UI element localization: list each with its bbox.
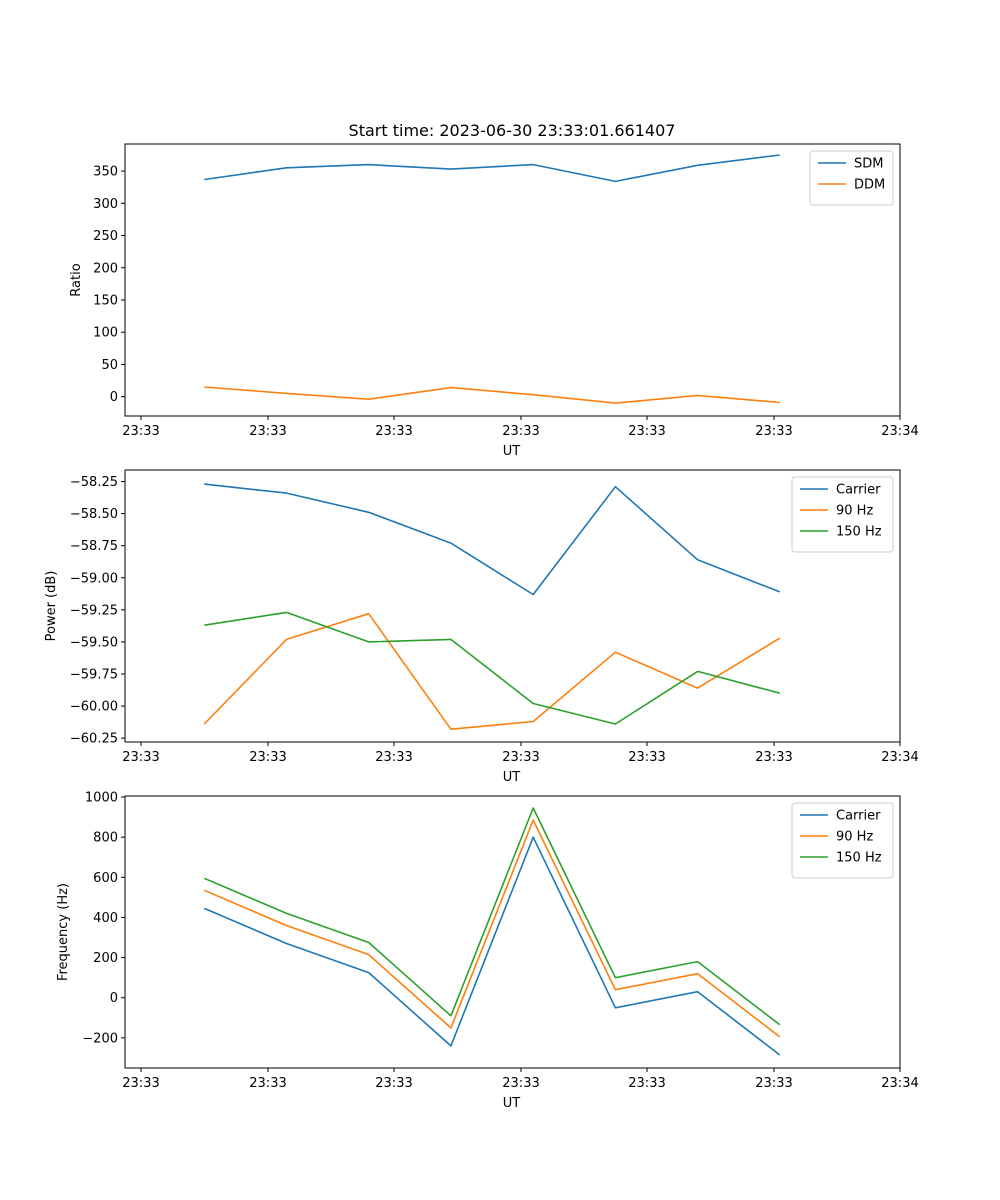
series-line-3 <box>204 611 781 725</box>
y-tick-label: 1000 <box>85 791 118 806</box>
x-axis-label: UT <box>503 770 521 785</box>
y-tick-label: −58.25 <box>70 475 118 490</box>
y-tick-label: 150 <box>93 293 118 308</box>
y-tick-label: −60.00 <box>70 700 118 715</box>
series-line-1 <box>204 483 781 596</box>
legend-label: DDM <box>854 178 885 193</box>
legend: SDM DDM <box>809 150 894 206</box>
y-axis-label: Ratio <box>69 263 84 296</box>
y-tick-label: 200 <box>93 261 118 276</box>
x-tick-label: 23:33 <box>249 424 286 439</box>
y-tick-label: −59.50 <box>70 635 118 650</box>
x-tick-label: 23:33 <box>122 1076 159 1091</box>
x-tick-label: 23:33 <box>122 424 159 439</box>
y-tick-label: 250 <box>93 229 118 244</box>
y-tick-label: 600 <box>93 871 118 886</box>
y-tick-label: 50 <box>101 358 118 373</box>
legend-label: 90 Hz <box>836 504 873 519</box>
x-tick-label: 23:34 <box>881 424 918 439</box>
legend-box <box>809 150 894 206</box>
series-line-2 <box>203 612 781 731</box>
y-axis-label: Power (dB) <box>44 571 59 642</box>
x-tick-label: 23:33 <box>755 1076 792 1091</box>
x-tick-label: 23:33 <box>249 1076 286 1091</box>
y-tick-label: 800 <box>93 831 118 846</box>
legend-label: Carrier <box>836 809 881 824</box>
figure-title: Start time: 2023-06-30 23:33:01.661407 <box>349 121 676 140</box>
x-tick-label: 23:33 <box>755 424 792 439</box>
x-tick-label: 23:33 <box>502 424 539 439</box>
y-axis-label: Frequency (Hz) <box>56 883 71 981</box>
y-tick-label: −58.50 <box>70 507 118 522</box>
legend-label: SDM <box>854 157 883 172</box>
y-tick-label: −58.75 <box>70 539 118 554</box>
y-tick-label: 200 <box>93 951 118 966</box>
y-tick-label: 0 <box>110 390 118 405</box>
y-tick-label: 400 <box>93 911 118 926</box>
subplot-1: 23:33 23:33 23:33 23:33 23:33 23:33 23:34 0 50 10… <box>69 143 919 459</box>
legend: Carrier 90 Hz 150 Hz <box>791 802 894 879</box>
x-tick-label: 23:34 <box>881 1076 918 1091</box>
legend-label: 150 Hz <box>836 851 882 866</box>
subplot-2: 23:33 23:33 23:33 23:33 23:33 23:33 23:34 −58.2… <box>44 469 919 785</box>
axes-frame <box>124 143 901 417</box>
x-tick-label: 23:33 <box>502 1076 539 1091</box>
legend-box <box>791 476 894 553</box>
axes-frame <box>124 795 901 1069</box>
x-tick-label: 23:33 <box>375 750 412 765</box>
legend-label: 150 Hz <box>836 525 882 540</box>
series-line-3 <box>203 807 781 1026</box>
y-tick-label: −59.75 <box>70 668 118 683</box>
legend-box <box>791 802 894 879</box>
x-axis-label: UT <box>503 444 521 459</box>
x-tick-label: 23:33 <box>628 750 665 765</box>
x-axis-label: UT <box>503 1096 521 1111</box>
subplot-3: 23:33 23:33 23:33 23:33 23:33 23:33 23:34 −200 0… <box>56 791 919 1111</box>
y-tick-label: −60.25 <box>70 732 118 747</box>
axes-frame <box>124 469 901 743</box>
legend-label: 90 Hz <box>836 830 873 845</box>
x-tick-label: 23:33 <box>375 1076 412 1091</box>
y-tick-label: −200 <box>82 1031 118 1046</box>
y-tick-label: 0 <box>110 991 118 1006</box>
x-tick-label: 23:33 <box>502 750 539 765</box>
x-tick-label: 23:33 <box>628 424 665 439</box>
x-tick-label: 23:33 <box>628 1076 665 1091</box>
x-tick-label: 23:33 <box>249 750 286 765</box>
y-tick-label: −59.25 <box>70 603 118 618</box>
series-line-2 <box>204 386 780 404</box>
y-tick-label: 300 <box>93 197 118 212</box>
legend-label: Carrier <box>836 483 881 498</box>
y-tick-label: 100 <box>93 326 118 341</box>
series-line-1 <box>204 154 780 183</box>
series-line-1 <box>203 836 781 1056</box>
x-tick-label: 23:33 <box>122 750 159 765</box>
x-tick-label: 23:33 <box>755 750 792 765</box>
series-line-2 <box>203 819 781 1038</box>
subplots: 23:33 23:33 23:33 23:33 23:33 23:33 23:34 0 50 10… <box>44 143 919 1111</box>
y-tick-label: −59.00 <box>70 571 118 586</box>
x-tick-label: 23:34 <box>881 750 918 765</box>
x-tick-label: 23:33 <box>375 424 412 439</box>
legend: Carrier 90 Hz 150 Hz <box>791 476 894 553</box>
y-tick-label: 350 <box>93 165 118 180</box>
